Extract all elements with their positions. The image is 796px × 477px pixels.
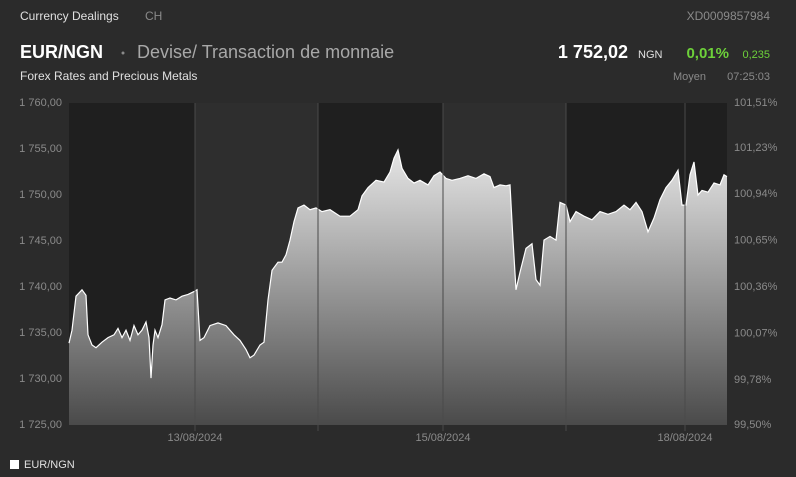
y2-tick-label: 100,94%: [734, 188, 778, 200]
price-type: Moyen: [673, 71, 706, 83]
price: 1 752,02: [558, 42, 628, 62]
subtitle: Forex Rates and Precious Metals: [20, 69, 197, 83]
x-tick-label: 13/08/2024: [167, 432, 222, 444]
y-tick-label: 1 760,00: [19, 97, 62, 109]
y-tick-label: 1 730,00: [19, 373, 62, 385]
legend-swatch: [10, 460, 19, 469]
y-tick-label: 1 750,00: [19, 189, 62, 201]
price-line: [68, 148, 728, 379]
country: CH: [145, 9, 162, 23]
y2-tick-label: 99,78%: [734, 374, 772, 386]
time: 07:25:03: [727, 71, 770, 83]
instrument-name: Devise/ Transaction de monnaie: [137, 42, 394, 62]
y2-tick-label: 100,65%: [734, 235, 778, 247]
section: Currency Dealings: [20, 9, 119, 23]
y-tick-label: 1 755,00: [19, 143, 62, 155]
y-tick-label: 1 725,00: [19, 419, 62, 431]
separator: [121, 51, 125, 55]
x-tick-label: 15/08/2024: [415, 432, 470, 444]
y2-tick-label: 100,07%: [734, 328, 778, 340]
y2-tick-label: 101,51%: [734, 97, 778, 109]
isin: XD0009857984: [687, 9, 771, 23]
y2-tick-label: 99,50%: [734, 419, 772, 431]
y-tick-label: 1 745,00: [19, 235, 62, 247]
x-tick-label: 18/08/2024: [657, 432, 712, 444]
y2-tick-label: 100,36%: [734, 281, 778, 293]
currency: NGN: [638, 49, 663, 61]
change-pct: 0,01%: [686, 45, 729, 62]
y-tick-label: 1 740,00: [19, 281, 62, 293]
legend-label: EUR/NGN: [24, 459, 75, 471]
area-fill: [69, 149, 727, 425]
y2-tick-label: 101,23%: [734, 142, 778, 154]
change: 0,235: [742, 49, 770, 61]
y-tick-label: 1 735,00: [19, 327, 62, 339]
symbol: EUR/NGN: [20, 42, 103, 62]
